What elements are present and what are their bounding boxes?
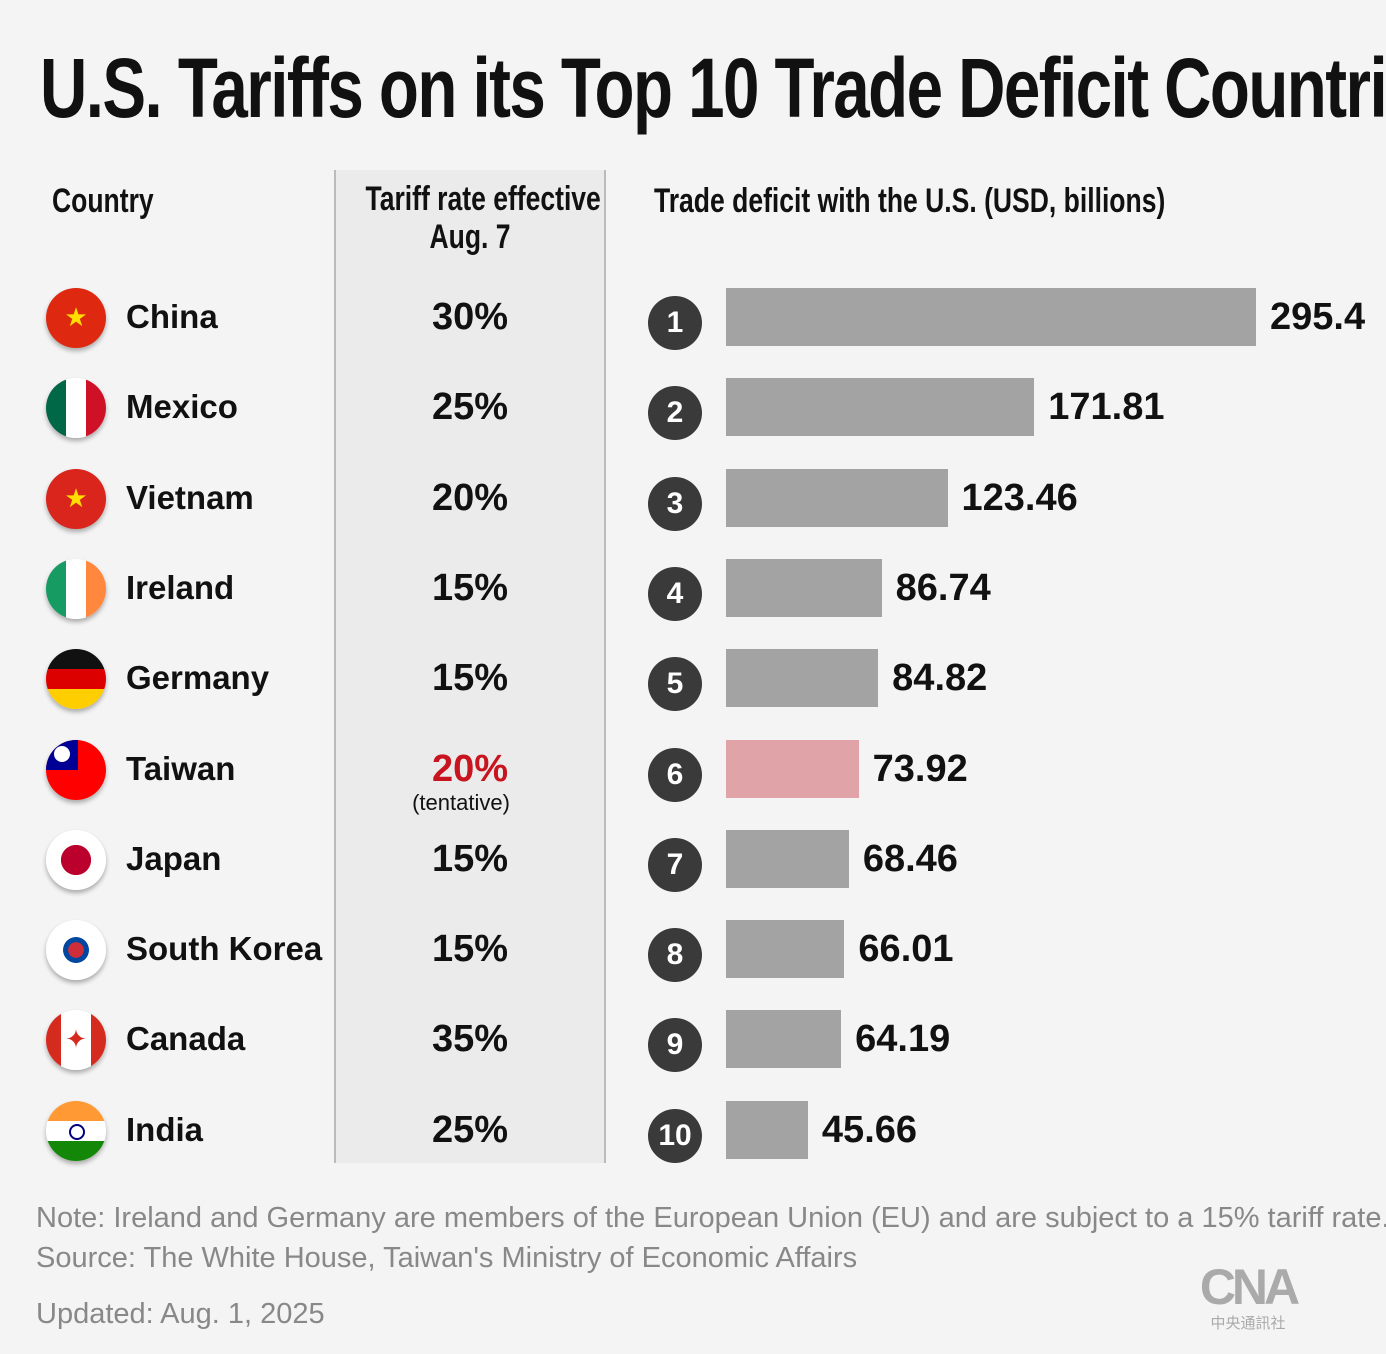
row-china: ★ China 30% 1 295.4: [0, 288, 1386, 408]
deficit-value-label: 123.46: [961, 476, 1078, 519]
rank-badge: 9: [648, 1018, 702, 1073]
tariff-rate: 25%: [431, 386, 509, 429]
country-name: Vietnam: [126, 478, 254, 516]
deficit-value-label: 66.01: [858, 928, 954, 971]
deficit-bar: [726, 558, 882, 617]
country-name: India: [126, 1110, 204, 1148]
tariff-rate: 20%: [431, 747, 509, 790]
india-flag-icon: [46, 1100, 106, 1161]
deficit-bar: [726, 1010, 842, 1069]
rank-badge: 7: [648, 837, 702, 892]
footer-note: Note: Ireland and Germany are members of…: [36, 1202, 1386, 1234]
cna-logo: CNA 中央通訊社: [1199, 1259, 1300, 1332]
tariff-rate: 15%: [431, 928, 509, 971]
country-name: Canada: [126, 1020, 246, 1058]
tariff-rate: 15%: [431, 657, 509, 700]
country-name: Ireland: [126, 568, 235, 606]
rank-badge: 3: [648, 476, 702, 531]
deficit-bar: [726, 649, 879, 708]
row-vietnam: ★ Vietnam 20% 3 123.46: [0, 468, 1386, 589]
tariff-rate: 15%: [431, 837, 509, 880]
rank-badge: 8: [648, 928, 702, 983]
canada-flag-icon: ✦: [46, 1010, 106, 1071]
tariff-rate: 15%: [431, 566, 509, 609]
tariff-note: (tentative): [412, 789, 510, 815]
country-header: Country: [52, 182, 154, 220]
deficit-bar: [726, 920, 845, 979]
rank-badge: 5: [648, 657, 702, 712]
country-name: South Korea: [126, 930, 323, 968]
country-name: Germany: [126, 659, 270, 697]
south-korea-flag-icon: [46, 920, 106, 981]
tariff-rate: 25%: [431, 1108, 509, 1151]
deficit-header: Trade deficit with the U.S. (USD, billio…: [654, 182, 1166, 220]
deficit-value-label: 295.4: [1270, 296, 1366, 338]
country-name: Taiwan: [126, 749, 236, 787]
taiwan-flag-icon: [46, 739, 106, 800]
footer-updated: Updated: Aug. 1, 2025: [36, 1298, 325, 1330]
footer-source: Source: The White House, Taiwan's Minist…: [36, 1242, 858, 1274]
deficit-value-label: 84.82: [892, 657, 988, 700]
tariff-column-background: [334, 170, 606, 1163]
row-japan: Japan 15% 7 68.46: [0, 829, 1386, 950]
deficit-bar: [726, 1100, 808, 1159]
country-name: Mexico: [126, 388, 238, 426]
deficit-value-label: 73.92: [872, 747, 968, 790]
germany-flag-icon: [46, 649, 106, 710]
deficit-value-label: 86.74: [895, 566, 991, 609]
deficit-bar: [726, 829, 849, 888]
country-name: China: [126, 298, 218, 335]
tariff-rate: 30%: [431, 296, 509, 338]
deficit-value-label: 64.19: [855, 1018, 951, 1061]
rank-badge: 2: [648, 386, 702, 441]
deficit-value-label: 171.81: [1048, 386, 1165, 429]
row-south-korea: South Korea 15% 8 66.01: [0, 920, 1386, 1040]
japan-flag-icon: [46, 829, 106, 890]
tariff-rate: 35%: [431, 1018, 509, 1061]
deficit-bar: [726, 378, 1035, 437]
rank-badge: 6: [648, 747, 702, 802]
row-canada: ✦ Canada 35% 9 64.19: [0, 1010, 1386, 1130]
ireland-flag-icon: [46, 558, 106, 619]
deficit-value-label: 68.46: [862, 837, 958, 880]
row-ireland: Ireland 15% 4 86.74: [0, 558, 1386, 679]
tariff-header: Tariff rate effective Aug. 7: [365, 180, 601, 256]
rank-badge: 10: [648, 1108, 702, 1163]
deficit-value-label: 45.66: [821, 1108, 918, 1151]
china-flag-icon: ★: [46, 288, 106, 348]
row-india: India 25% 10 45.66: [0, 1100, 1386, 1221]
vietnam-flag-icon: ★: [46, 468, 106, 529]
row-mexico: Mexico 25% 2 171.81: [0, 378, 1386, 498]
country-name: Japan: [126, 839, 222, 877]
mexico-flag-icon: [46, 378, 106, 439]
row-germany: Germany 15% 5 84.82: [0, 649, 1386, 769]
deficit-bar: [726, 468, 948, 527]
tariff-rate: 20%: [431, 476, 509, 519]
page-title: U.S. Tariffs on its Top 10 Trade Deficit…: [40, 41, 1386, 135]
deficit-bar: [726, 288, 1256, 346]
rank-badge: 4: [648, 566, 702, 621]
row-taiwan: Taiwan 20% (tentative) 6 73.92: [0, 739, 1386, 860]
rank-badge: 1: [648, 296, 702, 350]
deficit-bar: [726, 739, 859, 798]
